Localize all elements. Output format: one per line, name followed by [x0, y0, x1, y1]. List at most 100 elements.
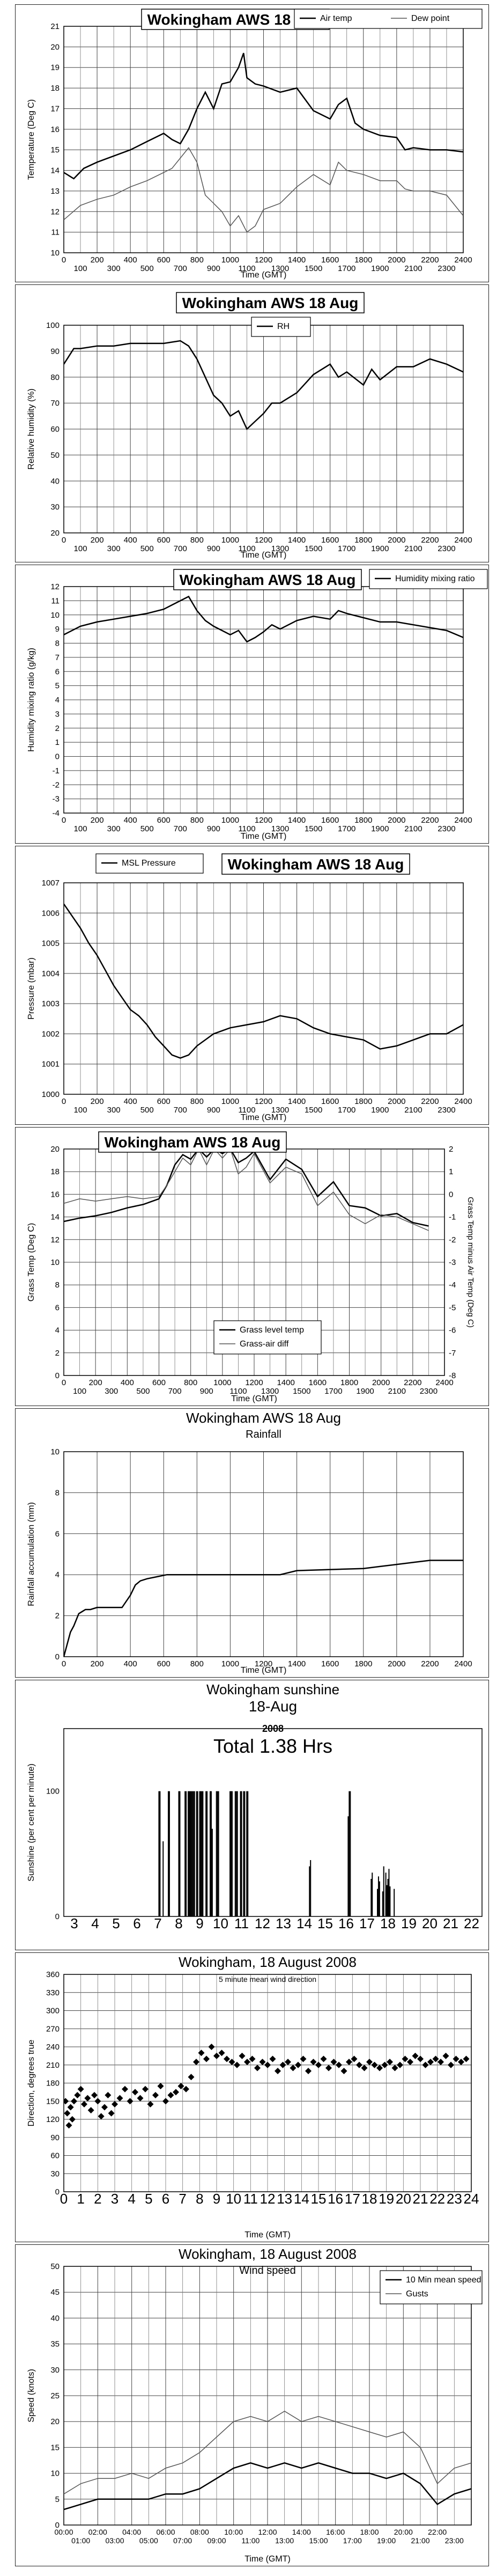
x-tick-label: 2400 — [454, 536, 472, 545]
x-tick-label: 400 — [124, 536, 137, 545]
x-tick-label: 1000 — [213, 1378, 231, 1387]
y-tick-label: 1004 — [42, 969, 60, 978]
x-tick-label: 9 — [196, 1915, 203, 1931]
x-tick-label: 10 — [226, 2191, 241, 2207]
y-tick-label: 20 — [50, 1145, 60, 1154]
x-tick-label: 1100 — [238, 544, 255, 553]
x-tick-label: 2200 — [421, 255, 439, 265]
x-tick-label: 17 — [345, 2191, 360, 2207]
x-tick-label: 1400 — [288, 816, 306, 825]
x-tick-label: 19:00 — [377, 2536, 396, 2545]
x-tick-label: 08:00 — [190, 2528, 209, 2536]
data-point — [254, 2065, 261, 2072]
y-axis-label: Direction, degrees true — [27, 2039, 36, 2126]
y-tick-label: -2 — [53, 780, 60, 789]
x-tick-label: 600 — [157, 1659, 171, 1668]
x-tick-label: 1400 — [288, 255, 306, 265]
x-tick-label: 900 — [207, 264, 220, 273]
data-point — [127, 2098, 134, 2105]
y-tick-label: 45 — [50, 2288, 60, 2297]
x-tick-label: 1800 — [354, 255, 372, 265]
x-tick-label: 1200 — [255, 816, 272, 825]
y-tick-label: 30 — [50, 2169, 60, 2178]
x-tick-label: 200 — [91, 816, 104, 825]
x-tick-label: 2100 — [404, 824, 422, 833]
y-tick-label: 20 — [50, 529, 60, 538]
data-point — [244, 2059, 250, 2066]
y-tick-label: 180 — [46, 2079, 60, 2088]
x-tick-label: 400 — [121, 1378, 134, 1387]
y-tick-label: 100 — [46, 1787, 60, 1796]
x-tick-label: 1300 — [271, 544, 289, 553]
legend-box — [213, 1320, 322, 1355]
data-point — [391, 2065, 398, 2072]
x-tick-label: 04:00 — [122, 2528, 141, 2536]
x-tick-label: 0 — [62, 816, 66, 825]
x-tick-label: 03:00 — [105, 2536, 124, 2545]
title-box — [176, 292, 365, 313]
x-tick-label: 1800 — [354, 1097, 372, 1106]
chart-panel-rainfall: 0 2 4 6 8 10 0 200 400 600 800 1000 1200 1400 1600 1800… — [15, 1408, 489, 1678]
x-tick-label: 100 — [74, 824, 87, 833]
y-tick-label: 4 — [55, 696, 60, 705]
data-point — [371, 2061, 378, 2068]
data-point — [173, 2089, 179, 2096]
plot-frame — [63, 1451, 464, 1657]
data-point — [336, 2061, 342, 2068]
legend-label: RH — [277, 322, 290, 331]
y-tick-label: 100 — [46, 321, 60, 330]
y-tick-label: 17 — [50, 104, 60, 113]
x-tick-label: 11 — [243, 2191, 258, 2207]
x-tick-label: 4 — [91, 1915, 99, 1931]
x-tick-label: 2100 — [388, 1387, 406, 1396]
x-tick-label: 2400 — [454, 1659, 472, 1668]
x-tick-label: 1800 — [354, 816, 372, 825]
y-right-tick-label: -1 — [449, 1213, 456, 1222]
y-right-tick-label: -3 — [449, 1258, 456, 1267]
y-tick-label: 60 — [50, 2151, 60, 2161]
chart-title: Wokingham sunshine — [206, 1681, 339, 1697]
x-axis-label: Time (GMT) — [231, 1394, 277, 1403]
chart-panel-wind-direction: 0 30 60 90 120 150 180 210 240 270 300 330 360 0 1 2 3 4 5… — [15, 1952, 489, 2242]
x-tick-label: 2400 — [435, 1378, 453, 1387]
y-tick-label: 12 — [50, 582, 60, 591]
legend-label: 10 Min mean speed — [406, 2275, 481, 2285]
x-tick-label: 16 — [328, 2191, 343, 2207]
data-point — [402, 2055, 409, 2062]
data-point — [228, 2059, 235, 2066]
data-point — [463, 2055, 470, 2062]
legend-label: Humidity mixing ratio — [395, 574, 475, 583]
data-point — [346, 2059, 352, 2066]
x-tick-label: 900 — [200, 1387, 213, 1396]
data-point — [234, 2061, 240, 2068]
data-point — [147, 2101, 154, 2107]
x-tick-label: 2300 — [420, 1387, 438, 1396]
title-box — [98, 1131, 287, 1153]
chart-title: Wokingham, 18 August 2008 — [179, 2246, 357, 2262]
plot-frame — [63, 1974, 472, 2192]
data-point — [397, 2061, 403, 2068]
x-tick-label: 02:00 — [88, 2528, 107, 2536]
x-tick-label: 2200 — [421, 536, 439, 545]
y-tick-label: 4 — [55, 1326, 60, 1335]
x-tick-label: 1200 — [255, 1659, 272, 1668]
x-tick-label: 1800 — [354, 1659, 372, 1668]
x-axis-label: Time (GMT) — [241, 551, 287, 560]
x-tick-label: 1400 — [288, 1659, 306, 1668]
data-point — [279, 2061, 286, 2068]
x-tick-label: 15 — [317, 1915, 333, 1931]
x-tick-label: 800 — [190, 1659, 204, 1668]
data-point — [188, 2074, 195, 2081]
x-tick-label: 1100 — [238, 824, 255, 833]
y-tick-label: 11 — [51, 228, 60, 237]
x-tick-label: 13 — [277, 2191, 292, 2207]
x-tick-label: 500 — [140, 824, 154, 833]
data-point — [91, 2092, 98, 2098]
x-tick-label: 600 — [157, 255, 171, 265]
x-tick-label: 600 — [157, 1097, 171, 1106]
plot-frame — [63, 2266, 472, 2526]
plot-frame — [63, 1728, 483, 1917]
y-tick-label: 10 — [50, 248, 60, 258]
x-tick-label: 22 — [464, 1915, 479, 1931]
y-tick-label: 10 — [50, 1447, 60, 1457]
